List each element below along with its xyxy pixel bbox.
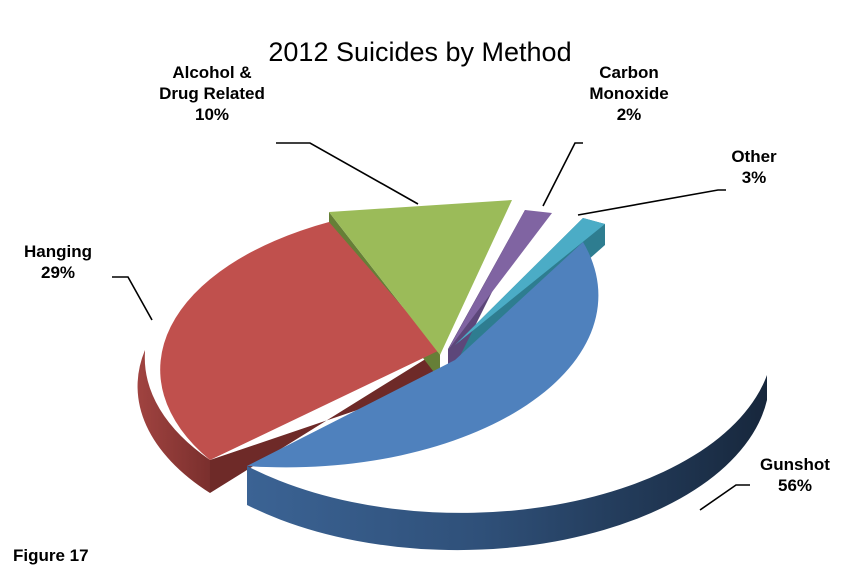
leader-line-hanging <box>112 276 153 321</box>
slice-labels: Gunshot 56% Hanging 29% Alcohol & Drug Relate… <box>24 63 830 495</box>
leader-line-gunshot <box>699 484 750 511</box>
leader-line-alcohol-and-drug-related <box>276 142 419 205</box>
slice-label-carbon-monoxide: Carbon Monoxide 2% <box>589 63 668 124</box>
slice-label-other: Other 3% <box>731 147 777 187</box>
chart-title: 2012 Suicides by Method <box>268 37 571 67</box>
leader-lines <box>112 142 750 511</box>
slice-side-hanging <box>137 350 210 493</box>
leader-line-carbon-monoxide <box>542 142 583 207</box>
slice-label-gunshot: Gunshot 56% <box>760 455 830 495</box>
slice-other <box>455 218 605 345</box>
slices-top <box>160 200 605 468</box>
slice-hanging <box>160 222 440 460</box>
slice-label-alcohol-and-drug-related: Alcohol & Drug Related 10% <box>159 63 265 124</box>
figure-label: Figure 17 <box>13 546 89 565</box>
slice-side-gunshot <box>247 375 767 551</box>
leader-line-other <box>577 189 726 216</box>
slice-label-hanging: Hanging 29% <box>24 242 92 282</box>
slice-alcohol-and-drug-related <box>329 200 512 355</box>
slice-carbon-monoxide <box>448 210 552 350</box>
slice-gunshot <box>247 242 599 468</box>
